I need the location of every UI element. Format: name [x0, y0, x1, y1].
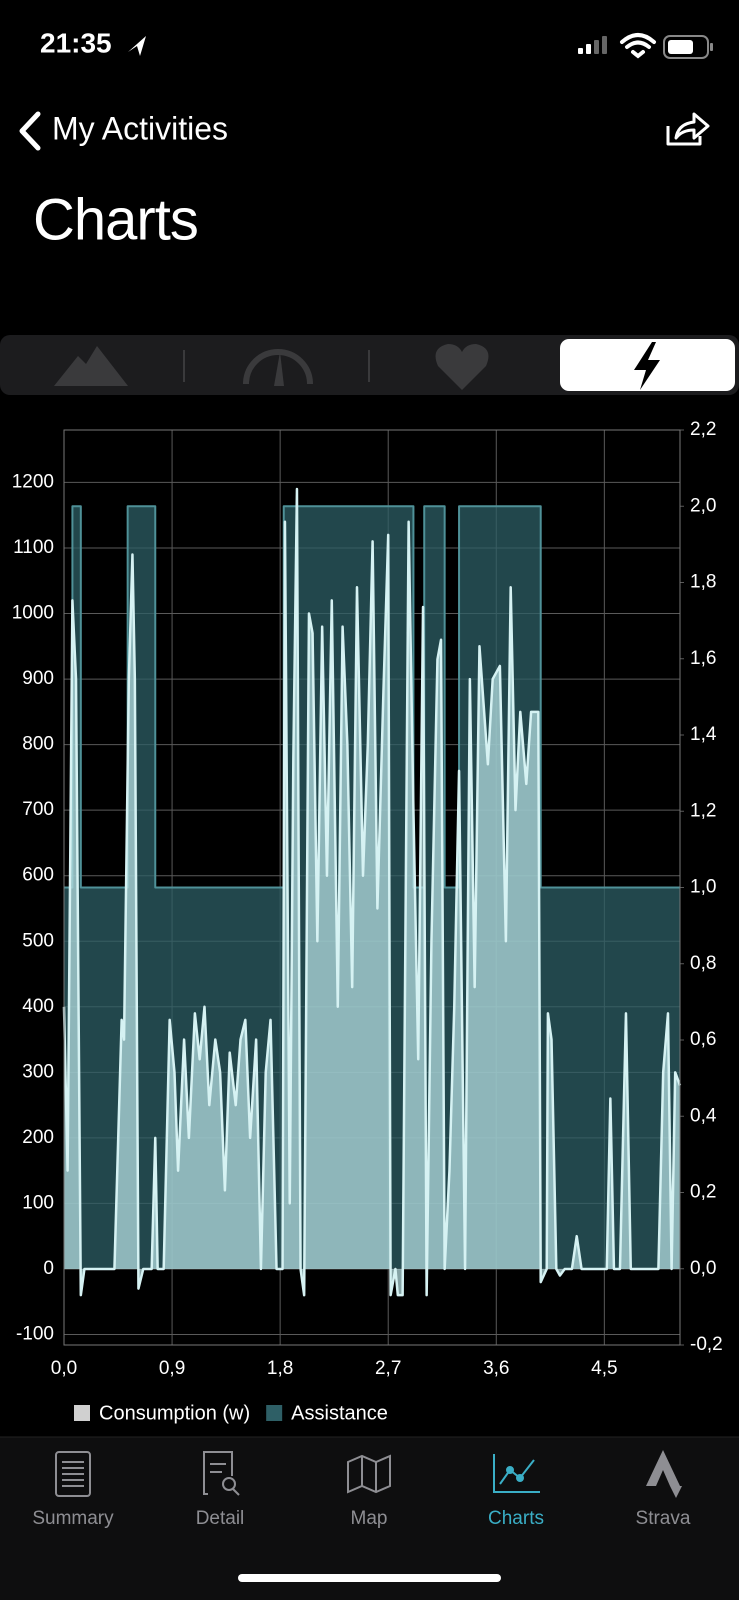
tab-label[interactable]: Charts [488, 1508, 544, 1529]
y2-tick-label: 2,0 [690, 495, 716, 516]
tab-icon-map[interactable] [347, 1454, 391, 1494]
x-tick-label: 3,6 [483, 1358, 509, 1379]
signal-icon [578, 36, 607, 54]
y2-tick-label: 1,4 [690, 724, 717, 745]
y-tick-label: 300 [22, 1061, 54, 1082]
x-tick-label: 0,9 [159, 1358, 185, 1379]
y2-tick-label: 0,6 [690, 1029, 716, 1050]
y2-tick-label: 0,4 [690, 1105, 717, 1126]
segment-power-icon [634, 342, 660, 390]
tab-label[interactable]: Summary [32, 1508, 114, 1529]
y2-tick-label: 1,8 [690, 572, 716, 593]
legend-swatch [74, 1405, 90, 1421]
legend-label: Consumption (w) [99, 1402, 250, 1424]
y2-tick-label: 0,0 [690, 1258, 716, 1279]
y2-tick-label: 1,0 [690, 877, 716, 898]
y-tick-label: 400 [22, 996, 54, 1017]
legend-label: Assistance [291, 1402, 388, 1424]
tab-icon-charts[interactable] [493, 1454, 540, 1493]
battery-icon [663, 35, 713, 59]
tab-label[interactable]: Map [351, 1508, 388, 1529]
y-tick-label: -100 [16, 1324, 54, 1345]
y2-tick-label: 1,6 [690, 648, 716, 669]
y-tick-label: 600 [22, 865, 54, 886]
back-label[interactable]: My Activities [52, 110, 228, 146]
y-tick-label: 1100 [13, 537, 54, 558]
tab-label[interactable]: Strava [636, 1508, 691, 1529]
x-tick-label: 0,0 [51, 1358, 77, 1379]
y-tick-label: 800 [22, 734, 54, 755]
legend-swatch [266, 1405, 283, 1421]
back-chevron [19, 111, 41, 151]
area-line [62, 487, 682, 1297]
tab-label[interactable]: Detail [196, 1508, 245, 1529]
y2-tick-label: 0,8 [690, 953, 716, 974]
y-tick-label: 1200 [12, 471, 54, 492]
tab-icon-strava[interactable] [646, 1450, 682, 1498]
y-tick-label: 0 [43, 1258, 54, 1279]
y-tick-label: 700 [22, 799, 54, 820]
tab-bar [0, 1437, 739, 1600]
home-indicator [238, 1574, 501, 1582]
segmented-control [0, 335, 739, 395]
share-button[interactable] [666, 112, 710, 146]
y2-tick-label: 0,2 [690, 1182, 716, 1203]
y2-tick-label: 2,2 [690, 419, 716, 440]
page-title: Charts [33, 187, 198, 252]
back-button[interactable]: My Activities [19, 110, 228, 151]
y-tick-label: 500 [22, 930, 54, 951]
y-tick-label: 900 [22, 668, 54, 689]
x-tick-label: 4,5 [591, 1358, 617, 1379]
y-tick-label: 1000 [12, 603, 54, 624]
y2-tick-label: -0,2 [690, 1334, 723, 1355]
tab-icon-summary[interactable] [55, 1451, 91, 1497]
location-icon [128, 36, 146, 56]
area-fill [64, 488, 680, 1296]
y-tick-label: 100 [22, 1192, 54, 1213]
y-tick-label: 200 [22, 1127, 54, 1148]
segment-heart-rate[interactable] [435, 344, 489, 390]
x-tick-label: 1,8 [267, 1358, 293, 1379]
segment-speed[interactable] [243, 349, 313, 386]
area-line [64, 505, 680, 889]
status-time: 21:35 [40, 27, 112, 58]
chart: 0,0 0,9 1,8 2,7 3,6 4,5 -100 0 100 200 300 400 500 60… [12, 419, 723, 1424]
plot-border [63, 429, 681, 1346]
segment-elevation[interactable] [54, 346, 128, 386]
tab-icon-detail[interactable] [203, 1451, 240, 1496]
x-tick-label: 2,7 [375, 1358, 401, 1379]
wifi-icon [620, 33, 656, 59]
tab-labels: Summary Detail Map Charts Strava [32, 1508, 691, 1529]
y2-tick-label: 1,2 [690, 800, 716, 821]
